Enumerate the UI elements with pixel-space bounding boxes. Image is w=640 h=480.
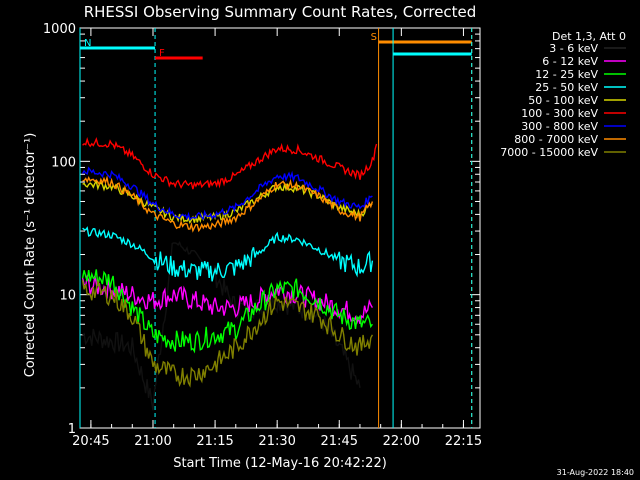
legend-label: 7000 - 15000 keV: [500, 146, 598, 159]
legend-title: Det 1,3, Att 0: [552, 30, 626, 43]
saa-label: S: [371, 32, 377, 43]
night-label: N: [84, 38, 91, 49]
legend-label: 6 - 12 keV: [542, 55, 598, 68]
series-line-1: [81, 274, 374, 325]
legend-label: 800 - 7000 keV: [514, 133, 598, 146]
x-tick-label: 22:15: [445, 434, 482, 449]
y-tick-label: 1: [68, 422, 76, 437]
y-tick-label: 10: [59, 289, 76, 304]
x-tick-label: 21:00: [134, 434, 171, 449]
x-axis-label: Start Time (12-May-16 20:42:22): [173, 456, 387, 471]
legend-label: 12 - 25 keV: [535, 68, 598, 81]
chart-title: RHESSI Observing Summary Count Rates, Co…: [84, 3, 477, 21]
legend-label: 100 - 300 keV: [521, 107, 598, 120]
y-axis-label: Corrected Count Rate (s⁻¹ detector⁻¹): [23, 133, 38, 378]
x-tick-label: 21:45: [321, 434, 358, 449]
series-line-0: [82, 241, 361, 411]
x-tick-label: 21:30: [258, 434, 295, 449]
legend-label: 300 - 800 keV: [521, 120, 598, 133]
series-line-3: [82, 226, 374, 282]
series-line-5: [82, 136, 378, 190]
legend-label: 3 - 6 keV: [549, 42, 598, 55]
series-line-8: [81, 279, 374, 388]
x-tick-label: 20:45: [72, 434, 109, 449]
legend-label: 50 - 100 keV: [528, 94, 598, 107]
series-line-7: [82, 175, 374, 233]
plot-frame: [79, 27, 481, 429]
y-tick-label: 1000: [43, 22, 76, 37]
legend-label: 25 - 50 keV: [535, 81, 598, 94]
flare-label: F: [159, 48, 165, 59]
plot-area: 20:45 21:00 21:15 21:30 21:45 22:00 22:15 1 10 10…: [43, 22, 482, 449]
series-line-6: [81, 166, 373, 222]
x-tick-label: 22:00: [383, 434, 420, 449]
y-tick-label: 100: [51, 155, 76, 170]
series-line-2: [81, 269, 373, 354]
x-tick-label: 21:15: [196, 434, 233, 449]
footer-timestamp: 31-Aug-2022 18:40: [556, 468, 634, 477]
series-line-4: [82, 179, 373, 225]
